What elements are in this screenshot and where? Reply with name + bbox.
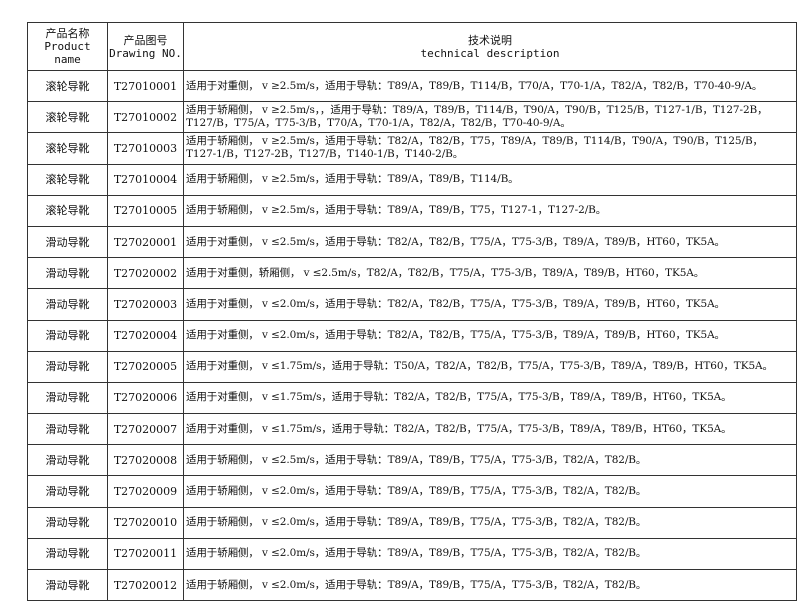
drawing-no-cell: T27010005 xyxy=(107,194,184,227)
product-name-cell: 滚轮导靴 xyxy=(27,194,108,227)
table-row: 滚轮导靴 T27010004 适用于轿厢侧， v ≥2.5m/s，适用于导轨：T89… xyxy=(27,163,797,196)
description-line: 适用于轿厢侧， v ≤2.0m/s，适用于导轨：T89/A，T89/B，T75/… xyxy=(186,516,647,529)
description-line: T127/B，T75/A，T75-3/B，T70/A，T70-1/A，T82/A… xyxy=(186,117,571,130)
table-row: 滑动导靴 T27020010 适用于轿厢侧， v ≤2.0m/s，适用于导轨：T89… xyxy=(27,506,797,539)
description-cell: 适用于轿厢侧， v ≤2.0m/s，适用于导轨：T89/A，T89/B，T75/… xyxy=(183,537,797,571)
header-name-cn: 产品名称 xyxy=(45,27,90,40)
drawing-no-cell: T27020004 xyxy=(107,319,184,352)
product-name-cell: 滚轮导靴 xyxy=(27,132,108,165)
product-name-cell: 滚轮导靴 xyxy=(27,163,108,196)
description-line: 适用于轿厢侧， v ≤2.5m/s，适用于导轨：T89/A，T89/B，T75/… xyxy=(186,453,647,466)
description-cell: 适用于轿厢侧， v ≥2.5m/s，，适用于导轨：T89/A，T89/B，T11… xyxy=(183,101,797,134)
description-cell: 适用于对重侧， v ≤1.75m/s，适用于导轨：T82/A，T82/B，T75… xyxy=(183,381,797,415)
table-row: 滑动导靴 T27020012 适用于轿厢侧， v ≤2.0m/s，适用于导轨：T89… xyxy=(27,568,797,602)
description-line: 适用于对重侧， v ≤2.0m/s，适用于导轨：T82/A，T82/B，T75/… xyxy=(186,297,725,310)
product-name-cell: 滑动导靴 xyxy=(27,506,108,539)
table-row: 滑动导靴 T27020008 适用于轿厢侧， v ≤2.5m/s，适用于导轨：T89… xyxy=(27,444,797,477)
product-name-cell: 滑动导靴 xyxy=(27,444,108,477)
table-row: 滑动导靴 T27020005 适用于对重侧， v ≤1.75m/s，适用于导轨：T5… xyxy=(27,350,797,383)
description-line: 适用于轿厢侧， v ≥2.5m/s，适用于导轨：T89/A，T89/B，T75，… xyxy=(186,204,607,217)
drawing-no-cell: T27020006 xyxy=(107,381,184,415)
drawing-no-cell: T27010001 xyxy=(107,69,184,103)
table-row: 滑动导靴 T27020003 适用于对重侧， v ≤2.0m/s，适用于导轨：T82… xyxy=(27,288,797,321)
drawing-no-cell: T27020005 xyxy=(107,350,184,383)
header-desc-en: technical description xyxy=(420,46,560,60)
header-description: 技术说明 technical description xyxy=(183,22,797,71)
product-name-cell: 滑动导靴 xyxy=(27,257,108,290)
description-line: 适用于轿厢侧， v ≥2.5m/s，，适用于导轨：T89/A，T89/B，T11… xyxy=(186,104,768,117)
description-line: 适用于对重侧， v ≤1.75m/s，适用于导轨：T50/A，T82/A，T82… xyxy=(186,360,773,373)
header-drawing-cn: 产品图号 xyxy=(123,33,168,47)
description-cell: 适用于对重侧， v ≤2.0m/s，适用于导轨：T82/A，T82/B，T75/… xyxy=(183,288,797,321)
drawing-no-cell: T27020011 xyxy=(107,537,184,571)
description-line: 适用于轿厢侧， v ≥2.5m/s，适用于导轨：T89/A，T89/B，T114… xyxy=(186,173,519,186)
drawing-no-cell: T27010004 xyxy=(107,163,184,196)
description-line: T127-1/B，T127-2B，T127/B，T140-1/B，T140-2/… xyxy=(186,148,464,161)
header-name-en: Product name xyxy=(44,40,91,66)
drawing-no-cell: T27010003 xyxy=(107,132,184,165)
description-line: 适用于对重侧， v ≤2.5m/s，适用于导轨：T82/A，T82/B，T75/… xyxy=(186,235,725,248)
table-row: 滑动导靴 T27020006 适用于对重侧， v ≤1.75m/s，适用于导轨：T8… xyxy=(27,381,797,415)
header-drawing-en: Drawing NO. xyxy=(109,46,182,60)
table-row: 滑动导靴 T27020011 适用于轿厢侧， v ≤2.0m/s，适用于导轨：T89… xyxy=(27,537,797,571)
header-row: 产品名称 Product name 产品图号 Drawing NO. 技术说明 tec… xyxy=(27,22,797,71)
description-cell: 适用于对重侧， v ≤1.75m/s，适用于导轨：T50/A，T82/A，T82… xyxy=(183,350,797,383)
drawing-no-cell: T27020001 xyxy=(107,225,184,259)
header-desc-cn: 技术说明 xyxy=(468,33,512,47)
table-row: 滑动导靴 T27020009 适用于轿厢侧， v ≤2.0m/s，适用于导轨：T89… xyxy=(27,475,797,508)
description-line: 适用于轿厢侧， v ≤2.0m/s，适用于导轨：T89/A，T89/B，T75/… xyxy=(186,578,647,591)
table-row: 滑动导靴 T27020002 适用于对重侧，轿厢侧， v ≤2.5m/s，T82/A… xyxy=(27,257,797,290)
product-name-cell: 滑动导靴 xyxy=(27,288,108,321)
drawing-no-cell: T27020008 xyxy=(107,444,184,477)
description-cell: 适用于对重侧， v ≤2.0m/s，适用于导轨：T82/A，T82/B，T75/… xyxy=(183,319,797,352)
table-row: 滚轮导靴 T27010002 适用于轿厢侧， v ≥2.5m/s，，适用于导轨：T8… xyxy=(27,101,797,134)
drawing-no-cell: T27010002 xyxy=(107,101,184,134)
description-cell: 适用于轿厢侧， v ≥2.5m/s，适用于导轨：T82/A，T82/B，T75，… xyxy=(183,132,797,165)
product-name-cell: 滑动导靴 xyxy=(27,319,108,352)
table-row: 滚轮导靴 T27010005 适用于轿厢侧， v ≥2.5m/s，适用于导轨：T89… xyxy=(27,194,797,227)
description-line: 适用于对重侧， v ≥2.5m/s，适用于导轨：T89/A，T89/B，T114… xyxy=(186,79,763,92)
description-cell: 适用于轿厢侧， v ≤2.0m/s，适用于导轨：T89/A，T89/B，T75/… xyxy=(183,568,797,602)
drawing-no-cell: T27020010 xyxy=(107,506,184,539)
table-row: 滑动导靴 T27020001 适用于对重侧， v ≤2.5m/s，适用于导轨：T82… xyxy=(27,225,797,259)
product-name-cell: 滑动导靴 xyxy=(27,413,108,446)
header-drawing-no: 产品图号 Drawing NO. xyxy=(107,22,184,71)
description-cell: 适用于轿厢侧， v ≥2.5m/s，适用于导轨：T89/A，T89/B，T114… xyxy=(183,163,797,196)
description-line: 适用于轿厢侧， v ≤2.0m/s，适用于导轨：T89/A，T89/B，T75/… xyxy=(186,547,647,560)
description-cell: 适用于对重侧，轿厢侧， v ≤2.5m/s，T82/A，T82/B，T75/A，… xyxy=(183,257,797,290)
table-row: 滑动导靴 T27020004 适用于对重侧， v ≤2.0m/s，适用于导轨：T82… xyxy=(27,319,797,352)
description-cell: 适用于轿厢侧， v ≥2.5m/s，适用于导轨：T89/A，T89/B，T75，… xyxy=(183,194,797,227)
product-name-cell: 滑动导靴 xyxy=(27,475,108,508)
product-table: 产品名称 Product name 产品图号 Drawing NO. 技术说明 tec… xyxy=(27,22,797,602)
drawing-no-cell: T27020002 xyxy=(107,257,184,290)
description-line: 适用于对重侧， v ≤2.0m/s，适用于导轨：T82/A，T82/B，T75/… xyxy=(186,329,725,342)
description-line: 适用于对重侧， v ≤1.75m/s，适用于导轨：T82/A，T82/B，T75… xyxy=(186,391,732,404)
table-row: 滚轮导靴 T27010003 适用于轿厢侧， v ≥2.5m/s，适用于导轨：T82… xyxy=(27,132,797,165)
drawing-no-cell: T27020003 xyxy=(107,288,184,321)
drawing-no-cell: T27020009 xyxy=(107,475,184,508)
product-name-cell: 滑动导靴 xyxy=(27,381,108,415)
product-name-cell: 滑动导靴 xyxy=(27,350,108,383)
drawing-no-cell: T27020012 xyxy=(107,568,184,602)
drawing-no-cell: T27020007 xyxy=(107,413,184,446)
description-cell: 适用于对重侧， v ≥2.5m/s，适用于导轨：T89/A，T89/B，T114… xyxy=(183,69,797,103)
header-product-name: 产品名称 Product name xyxy=(27,22,108,71)
product-name-cell: 滚轮导靴 xyxy=(27,69,108,103)
product-name-cell: 滑动导靴 xyxy=(27,225,108,259)
product-name-cell: 滑动导靴 xyxy=(27,537,108,571)
product-name-cell: 滑动导靴 xyxy=(27,568,108,602)
description-cell: 适用于轿厢侧， v ≤2.5m/s，适用于导轨：T89/A，T89/B，T75/… xyxy=(183,444,797,477)
description-line: 适用于对重侧， v ≤1.75m/s，适用于导轨：T82/A，T82/B，T75… xyxy=(186,422,732,435)
table-row: 滚轮导靴 T27010001 适用于对重侧， v ≥2.5m/s，适用于导轨：T89… xyxy=(27,69,797,103)
description-cell: 适用于轿厢侧， v ≤2.0m/s，适用于导轨：T89/A，T89/B，T75/… xyxy=(183,475,797,508)
table-row: 滑动导靴 T27020007 适用于对重侧， v ≤1.75m/s，适用于导轨：T8… xyxy=(27,413,797,446)
description-line: 适用于轿厢侧， v ≥2.5m/s，适用于导轨：T82/A，T82/B，T75，… xyxy=(186,135,763,148)
product-name-cell: 滚轮导靴 xyxy=(27,101,108,134)
description-line: 适用于对重侧，轿厢侧， v ≤2.5m/s，T82/A，T82/B，T75/A，… xyxy=(186,266,705,279)
description-cell: 适用于轿厢侧， v ≤2.0m/s，适用于导轨：T89/A，T89/B，T75/… xyxy=(183,506,797,539)
description-cell: 适用于对重侧， v ≤2.5m/s，适用于导轨：T82/A，T82/B，T75/… xyxy=(183,225,797,259)
description-line: 适用于轿厢侧， v ≤2.0m/s，适用于导轨：T89/A，T89/B，T75/… xyxy=(186,485,647,498)
description-cell: 适用于对重侧， v ≤1.75m/s，适用于导轨：T82/A，T82/B，T75… xyxy=(183,413,797,446)
